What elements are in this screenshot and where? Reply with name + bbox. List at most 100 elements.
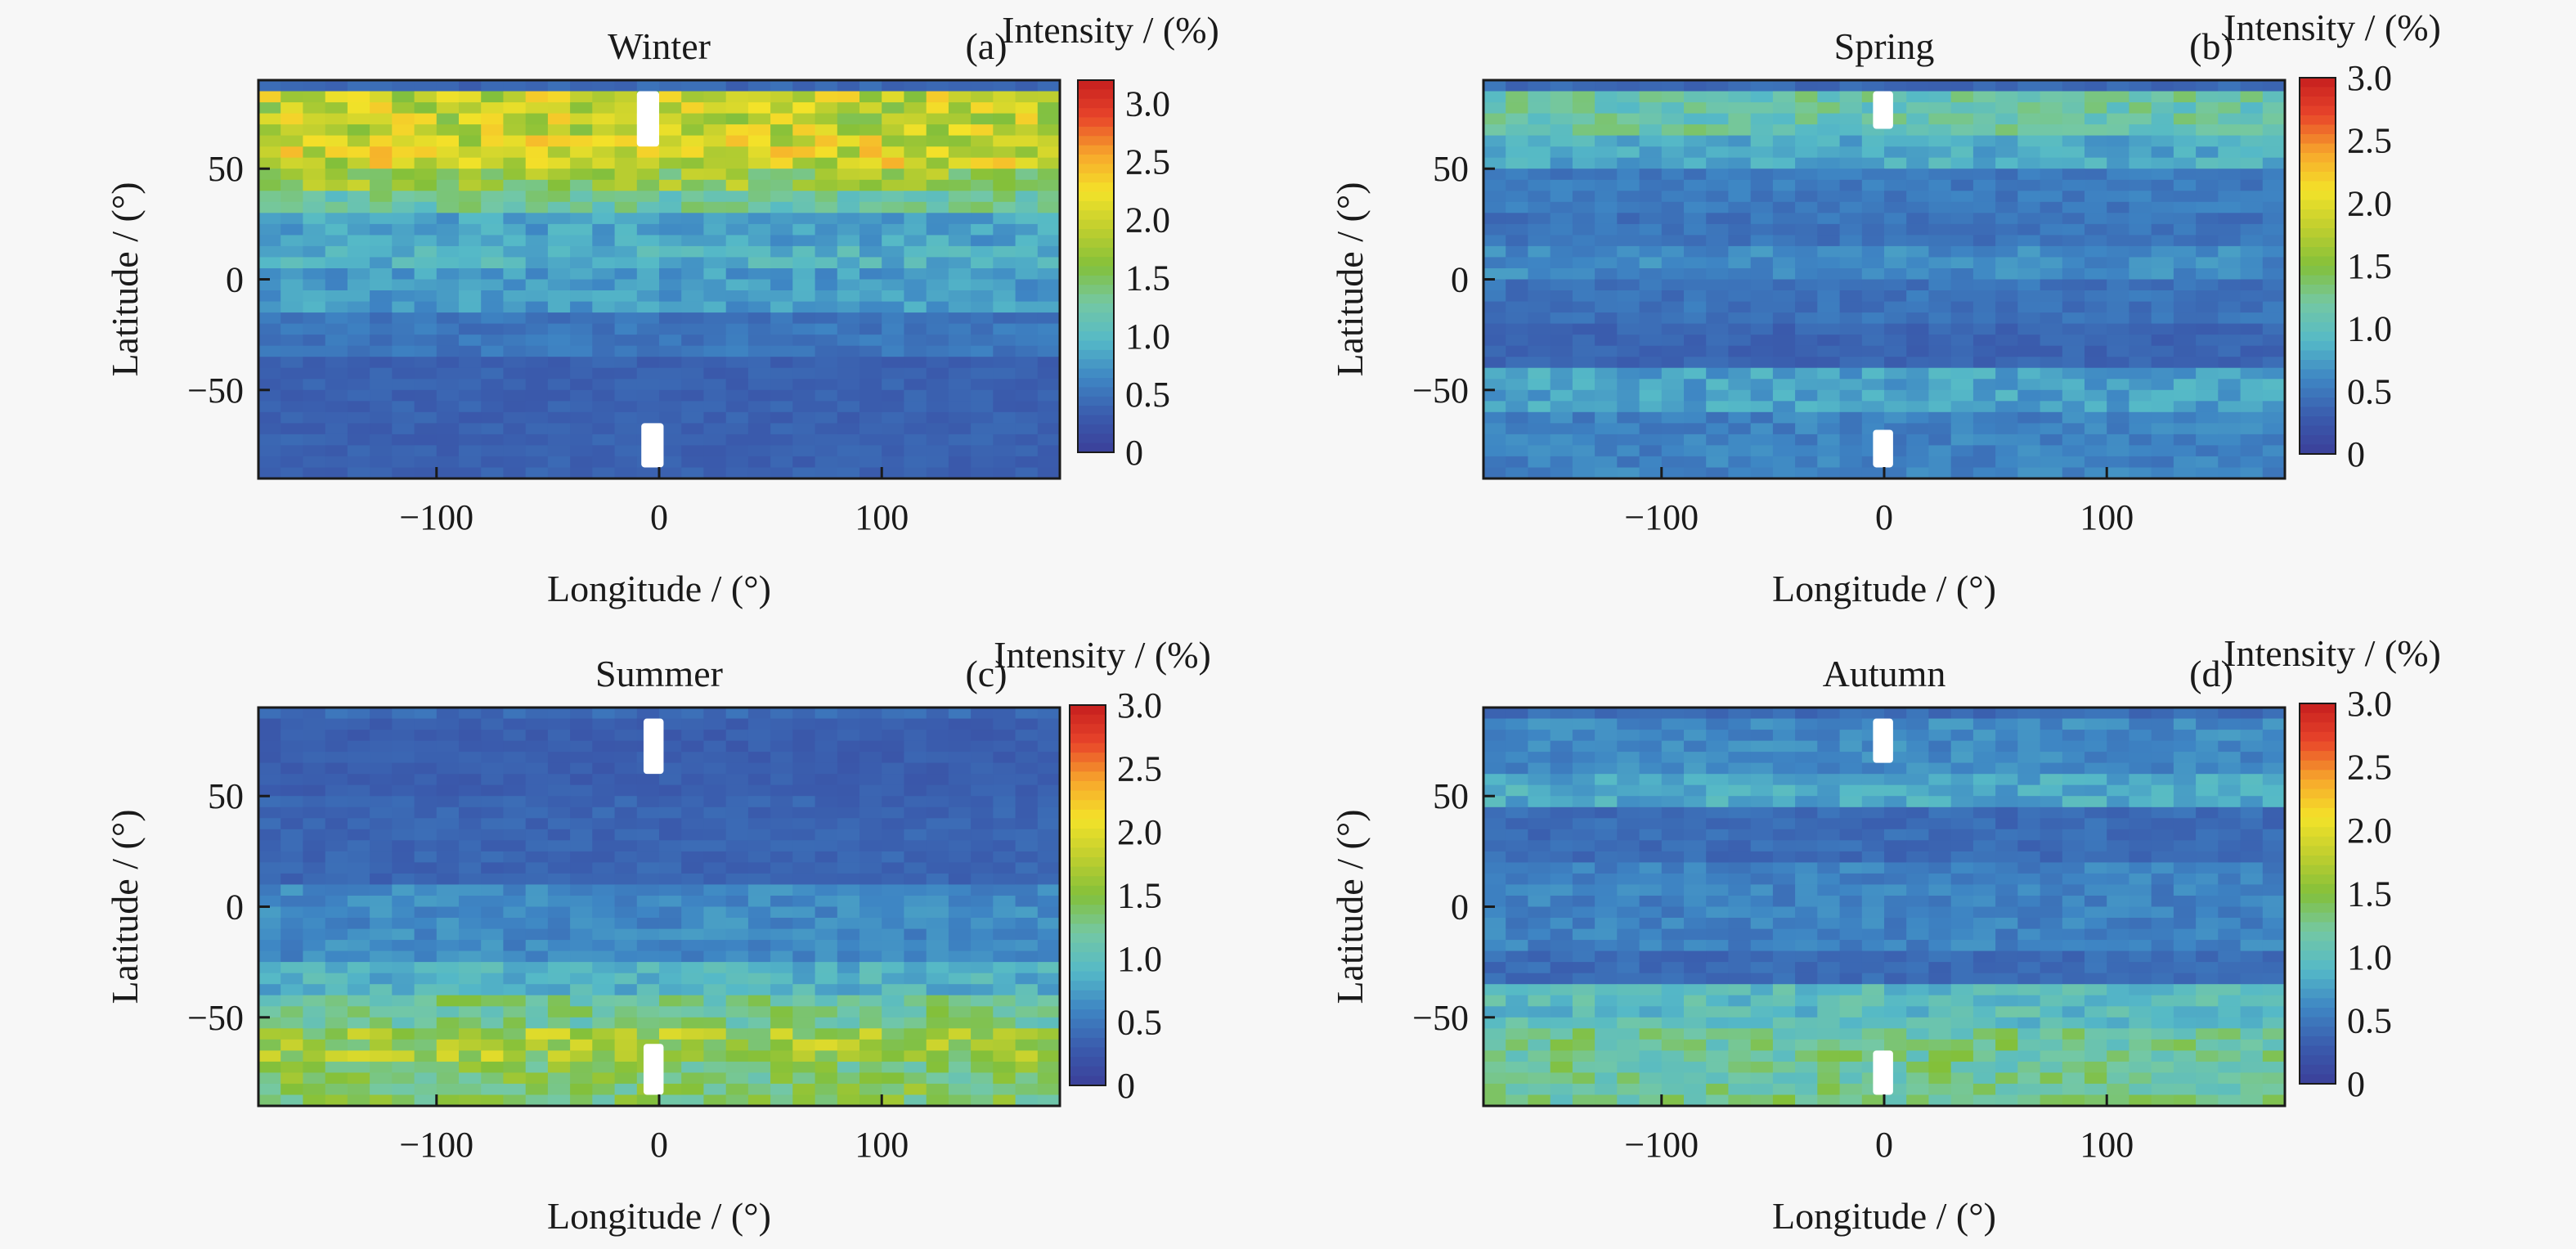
- heatmap-cell: [815, 179, 838, 191]
- heatmap-cell: [503, 818, 527, 830]
- heatmap-cell: [2262, 840, 2286, 852]
- heatmap-cell: [547, 962, 571, 974]
- colorbar-segment: [1070, 1057, 1106, 1067]
- heatmap-cell: [1995, 146, 2018, 159]
- heatmap-cell: [926, 257, 949, 269]
- heatmap-cell: [459, 918, 482, 930]
- heatmap-cell: [1595, 401, 1618, 413]
- heatmap-cell: [592, 1028, 616, 1040]
- heatmap-cell: [815, 124, 838, 137]
- heatmap-cell: [570, 80, 593, 92]
- heatmap-cell: [1550, 730, 1573, 742]
- heatmap-cell: [703, 191, 727, 203]
- heatmap-cell: [1795, 940, 1818, 952]
- heatmap-cell: [1795, 818, 1818, 830]
- heatmap-cell: [2040, 884, 2063, 896]
- heatmap-cell: [2218, 423, 2242, 435]
- heatmap-cell: [1037, 774, 1061, 786]
- heatmap-cell: [280, 335, 303, 347]
- heatmap-cell: [614, 201, 638, 213]
- heatmap-cell: [392, 928, 415, 941]
- heatmap-cell: [414, 411, 438, 424]
- heatmap-cell: [570, 740, 593, 753]
- heatmap-cell: [1639, 367, 1663, 380]
- heatmap-cell: [392, 940, 415, 952]
- heatmap-cell: [2173, 740, 2197, 753]
- heatmap-cell: [681, 973, 704, 985]
- heatmap-cell: [525, 91, 549, 103]
- heatmap-cell: [1728, 357, 1752, 369]
- heatmap-cell: [414, 1028, 438, 1040]
- heatmap-cell: [1839, 950, 1863, 963]
- heatmap-cell: [1706, 146, 1729, 159]
- heatmap-cell: [1795, 102, 1818, 115]
- heatmap-cell: [703, 1039, 727, 1051]
- heatmap-cell: [481, 456, 504, 468]
- heatmap-cell: [926, 873, 949, 885]
- heatmap-cell: [1684, 752, 1707, 764]
- heatmap-cell: [570, 135, 593, 147]
- heatmap-cell: [1728, 102, 1752, 115]
- heatmap-cell: [636, 784, 660, 797]
- heatmap-cell: [1661, 818, 1685, 830]
- heatmap-cell: [659, 357, 682, 369]
- heatmap-cell: [2085, 840, 2107, 852]
- heatmap-cell: [1483, 102, 1506, 115]
- heatmap-cell: [1706, 445, 1729, 457]
- heatmap-cell: [280, 1039, 303, 1051]
- heatmap-cell: [2218, 213, 2242, 225]
- heatmap-cell: [459, 191, 482, 203]
- heatmap-cell: [747, 213, 771, 225]
- heatmap-cell: [547, 918, 571, 930]
- heatmap-cell: [303, 245, 326, 258]
- heatmap-cell: [1639, 379, 1663, 391]
- heatmap-cell: [2107, 135, 2129, 147]
- heatmap-cell: [2196, 191, 2219, 203]
- heatmap-cell: [481, 423, 504, 435]
- heatmap-cell: [792, 179, 816, 191]
- heatmap-cell: [815, 456, 838, 468]
- heatmap-cell: [614, 279, 638, 291]
- heatmap-cell: [681, 829, 704, 841]
- heatmap-cell: [1772, 345, 1796, 357]
- heatmap-cell: [1995, 124, 2018, 137]
- heatmap-cell: [503, 445, 527, 457]
- heatmap-cell: [792, 752, 816, 764]
- heatmap-cell: [1795, 423, 1818, 435]
- heatmap-cell: [459, 467, 482, 479]
- heatmap-cell: [325, 213, 348, 225]
- heatmap-cell: [2085, 312, 2107, 325]
- heatmap-cell: [503, 796, 527, 808]
- heatmap-cell: [1015, 423, 1039, 435]
- heatmap-cell: [1572, 213, 1595, 225]
- heatmap-cell: [547, 995, 571, 1007]
- heatmap-cell: [2196, 873, 2219, 885]
- heatmap-cell: [636, 818, 660, 830]
- heatmap-cell: [1884, 235, 1907, 247]
- heatmap-cell: [1772, 191, 1796, 203]
- heatmap-cell: [2107, 411, 2129, 424]
- heatmap-cell: [636, 411, 660, 424]
- heatmap-cell: [1884, 345, 1907, 357]
- heatmap-cell: [882, 411, 904, 424]
- heatmap-cell: [725, 1072, 749, 1085]
- heatmap-cell: [926, 323, 949, 335]
- heatmap-cell: [636, 1006, 660, 1018]
- heatmap-cell: [2196, 918, 2219, 930]
- heatmap-cell: [280, 829, 303, 841]
- heatmap-cell: [1506, 323, 1528, 335]
- heatmap-cell: [770, 1083, 793, 1095]
- heatmap-cell: [703, 323, 727, 335]
- heatmap-cell: [392, 840, 415, 852]
- heatmap-cell: [570, 113, 593, 125]
- heatmap-cell: [837, 1083, 860, 1095]
- heatmap-cell: [370, 268, 393, 281]
- heatmap-cell: [1037, 456, 1061, 468]
- heatmap-cell: [303, 279, 326, 291]
- heatmap-cell: [815, 708, 838, 720]
- heatmap-cell: [1528, 201, 1551, 213]
- heatmap-cell: [547, 268, 571, 281]
- heatmap-cell: [926, 1094, 949, 1107]
- heatmap-cell: [2173, 840, 2197, 852]
- heatmap-cell: [1861, 357, 1885, 369]
